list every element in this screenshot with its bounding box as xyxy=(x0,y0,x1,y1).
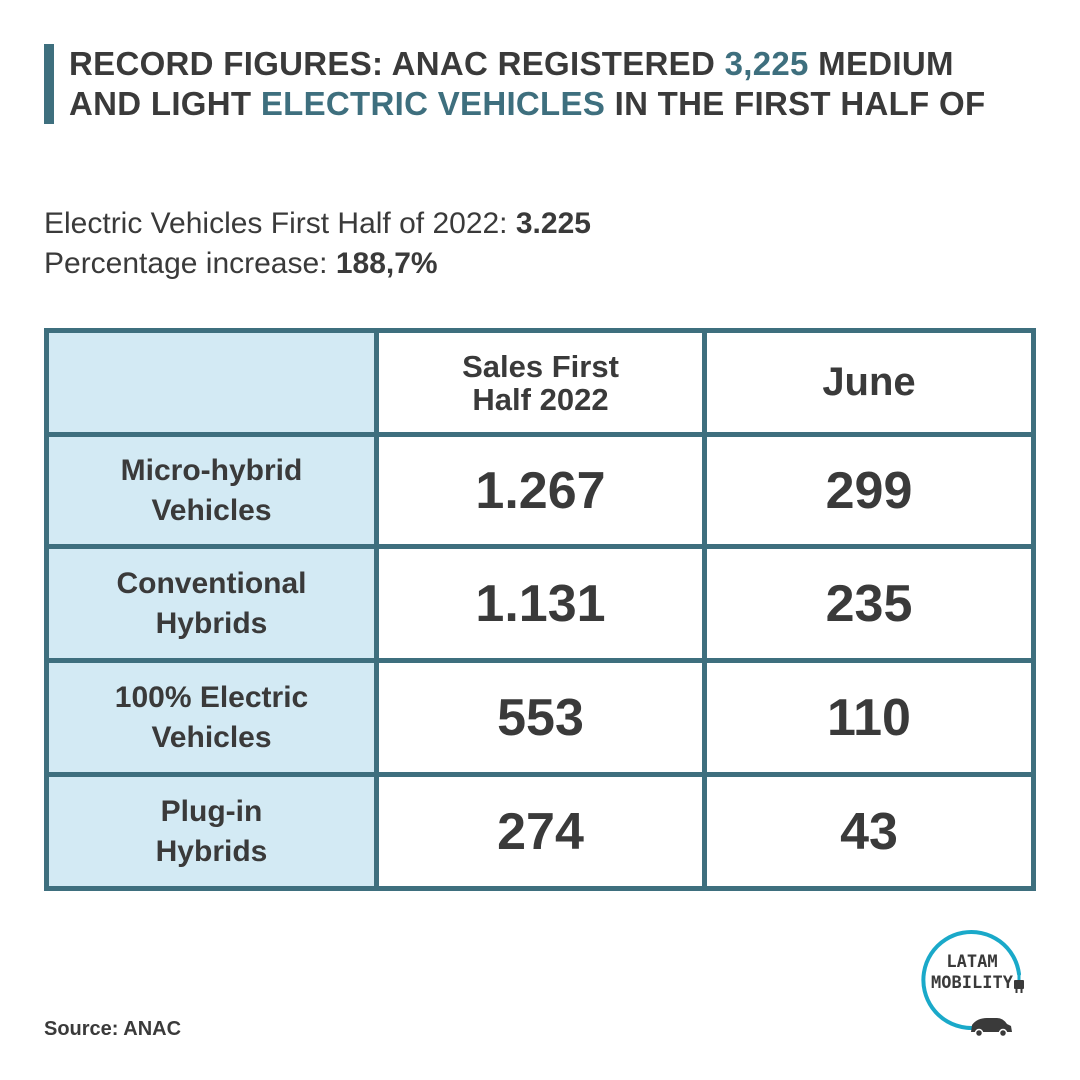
ev-total-value: 3.225 xyxy=(515,207,591,240)
car-icon xyxy=(971,1018,1012,1038)
header-june-label: June xyxy=(822,359,916,404)
title-text-1: RECORD FIGURES: ANAC REGISTERED xyxy=(69,45,725,82)
row-label-cell: Plug-in Hybrids xyxy=(44,772,379,891)
increase-value: 188,7% xyxy=(335,247,438,280)
increase-line: Percentage increase: 188,7% xyxy=(44,244,591,284)
table-header-row: Sales First Half 2022 June xyxy=(44,328,1036,437)
cell-sales-first-half: 274 xyxy=(374,772,707,891)
sales-table: Sales First Half 2022 June Micro-hybrid … xyxy=(44,328,1036,891)
logo-line-1: LATAM xyxy=(946,952,998,972)
row-label-cell: Conventional Hybrids xyxy=(44,544,379,663)
row-label: Micro-hybrid Vehicles xyxy=(120,453,303,527)
cell-june: 299 xyxy=(702,432,1036,549)
table-row: 100% Electric Vehicles 553 110 xyxy=(44,658,1036,777)
logo-wordmark: LATAM MOBILITY xyxy=(915,952,1029,994)
cell-june: 110 xyxy=(702,658,1036,777)
increase-label: Percentage increase: xyxy=(44,247,336,280)
cell-june: 43 xyxy=(702,772,1036,891)
row-label-cell: 100% Electric Vehicles xyxy=(44,658,379,777)
ev-total-line: Electric Vehicles First Half of 2022: 3.… xyxy=(44,204,591,244)
header-june: June xyxy=(702,328,1036,437)
title-highlight-count: 3,225 xyxy=(724,45,809,82)
title-highlight-ev: ELECTRIC VEHICLES xyxy=(260,85,606,122)
cell-sales-first-half: 1.131 xyxy=(374,544,707,663)
ev-total-label: Electric Vehicles First Half of 2022: xyxy=(44,207,516,240)
plug-icon xyxy=(1014,980,1024,993)
row-label: Plug-in Hybrids xyxy=(155,794,268,868)
cell-june: 235 xyxy=(702,544,1036,663)
table-row: Plug-in Hybrids 274 43 xyxy=(44,772,1036,891)
header-sales-first-half: Sales First Half 2022 xyxy=(374,328,707,437)
row-label: Conventional Hybrids xyxy=(116,566,307,640)
logo-line-2: MOBILITY xyxy=(931,973,1013,993)
logo-ring-icon xyxy=(921,929,1024,1038)
row-label-cell: Micro-hybrid Vehicles xyxy=(44,432,379,549)
source-note: Source: ANAC xyxy=(44,1018,182,1040)
title-text-3: IN THE FIRST HALF OF xyxy=(605,85,986,122)
header-sales-first-half-label: Sales First Half 2022 xyxy=(462,348,619,417)
summary-stats: Electric Vehicles First Half of 2022: 3.… xyxy=(44,204,591,284)
header-corner-cell xyxy=(44,328,379,437)
table-row: Micro-hybrid Vehicles 1.267 299 xyxy=(44,432,1036,549)
title-block: RECORD FIGURES: ANAC REGISTERED 3,225 ME… xyxy=(44,44,1029,124)
row-label: 100% Electric Vehicles xyxy=(114,680,309,754)
title-text-2: MEDIUM AND LIGHT xyxy=(69,45,954,122)
cell-sales-first-half: 1.267 xyxy=(374,432,707,549)
table-row: Conventional Hybrids 1.131 235 xyxy=(44,544,1036,663)
latam-mobility-logo: LATAM MOBILITY xyxy=(915,918,1035,1038)
cell-sales-first-half: 553 xyxy=(374,658,707,777)
page-title: RECORD FIGURES: ANAC REGISTERED 3,225 ME… xyxy=(69,44,1029,124)
